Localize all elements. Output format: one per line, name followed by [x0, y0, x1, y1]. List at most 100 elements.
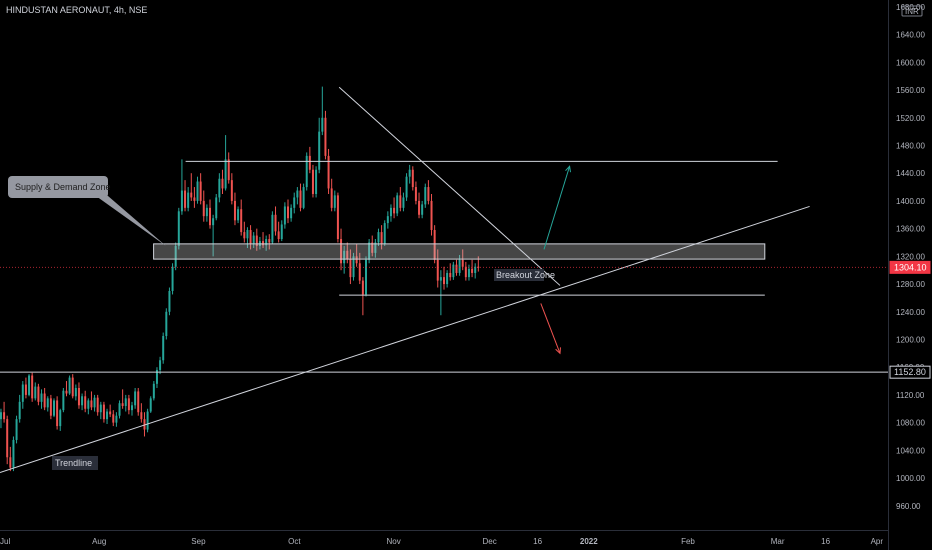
- candle-body: [149, 398, 152, 412]
- candle-body: [305, 155, 308, 188]
- price-tick-label: 1600.00: [896, 58, 925, 67]
- candle: [299, 183, 302, 212]
- candle-body: [277, 231, 280, 240]
- candle-body: [408, 169, 411, 177]
- candle: [112, 410, 115, 427]
- candle-body: [321, 117, 324, 132]
- candle-body: [118, 403, 121, 416]
- candle-body: [187, 192, 190, 208]
- candle-body: [3, 412, 6, 420]
- candle-body: [374, 242, 377, 253]
- candle: [230, 173, 233, 205]
- candle: [365, 256, 367, 297]
- candle-body: [380, 232, 383, 244]
- candle: [377, 228, 380, 246]
- currency-badge: INR: [901, 5, 923, 17]
- candle: [321, 86, 324, 136]
- candle-body: [21, 384, 24, 402]
- descending-line[interactable]: [338, 86, 561, 286]
- candle-body: [90, 400, 93, 408]
- candle-body: [131, 405, 133, 411]
- horizontal-level-tag-text: 1152.80: [894, 367, 926, 377]
- price-axis[interactable]: 1680.00 1640.00 1600.00 1560.00 1520.00 1480.…: [888, 0, 932, 550]
- candle-body: [127, 398, 130, 411]
- price-tick-label: 1560.00: [896, 86, 925, 95]
- supply-demand-zone[interactable]: [153, 243, 766, 260]
- breakout-down-arrow[interactable]: [540, 303, 561, 355]
- candle: [315, 166, 318, 198]
- candle: [311, 164, 314, 198]
- candle-body: [274, 214, 277, 232]
- candle-body: [193, 197, 196, 201]
- candle-body: [352, 256, 355, 278]
- time-tick-label: 16: [533, 537, 542, 546]
- candle-body: [358, 263, 361, 281]
- price-tick-label: 1080.00: [896, 419, 925, 428]
- candle-body: [318, 131, 321, 170]
- candle-body: [37, 386, 40, 402]
- candle: [6, 415, 9, 465]
- candle-body: [212, 218, 215, 226]
- candle: [115, 412, 118, 427]
- candle-body: [399, 195, 402, 208]
- candle: [343, 245, 346, 274]
- candle-body: [443, 277, 445, 285]
- candle-body: [340, 239, 343, 264]
- candle-body: [349, 259, 352, 278]
- candle-body: [24, 384, 27, 395]
- candle-body: [393, 207, 396, 214]
- candle: [149, 396, 152, 413]
- candle-body: [171, 266, 174, 291]
- candle: [196, 176, 199, 204]
- candle-body: [240, 209, 243, 233]
- drawings-layer: Supply & Demand Zone Trendline Breakout Zo…: [0, 86, 888, 473]
- supply-demand-label: Supply & Demand Zone: [15, 182, 111, 192]
- candle-body: [324, 117, 327, 156]
- candle-body: [290, 207, 293, 219]
- candle-body: [411, 169, 414, 188]
- candle-body: [396, 195, 399, 214]
- candle: [215, 193, 218, 221]
- candle: [458, 254, 461, 276]
- breakout-label-box[interactable]: Breakout Zone: [494, 269, 555, 281]
- currency-label: INR: [905, 7, 919, 16]
- candle-body: [433, 230, 436, 260]
- candle: [330, 178, 333, 212]
- candle: [81, 393, 84, 411]
- candle-body: [471, 268, 474, 273]
- candle: [121, 389, 124, 409]
- candle: [218, 173, 221, 203]
- time-tick-label: Aug: [92, 537, 106, 546]
- candle-body: [180, 190, 183, 212]
- candle-body: [227, 159, 230, 181]
- candle-body: [71, 377, 74, 397]
- candle: [464, 261, 467, 281]
- candle-body: [152, 383, 155, 399]
- candle: [3, 401, 6, 423]
- time-axis[interactable]: Jul Aug Sep Oct Nov Dec 16 2022 Feb Mar 16 Apr: [0, 530, 888, 547]
- time-tick-label: 2022: [580, 537, 598, 546]
- candle-body: [84, 396, 87, 409]
- current-price-tag-text: 1304.10: [894, 262, 927, 272]
- trendline-label-box[interactable]: Trendline: [52, 456, 98, 470]
- supply-demand-callout[interactable]: Supply & Demand Zone: [8, 176, 166, 246]
- candle-body: [389, 207, 392, 217]
- trendline[interactable]: [0, 205, 810, 473]
- candle-body: [224, 159, 227, 189]
- candle: [193, 187, 196, 208]
- candle: [180, 159, 183, 215]
- candle: [146, 408, 149, 433]
- candle-body: [252, 235, 255, 244]
- breakout-up-arrow[interactable]: [543, 165, 571, 250]
- candle-body: [6, 419, 9, 458]
- candle-body: [184, 190, 187, 208]
- candle: [99, 401, 102, 420]
- candle: [140, 403, 143, 423]
- candle-body: [190, 192, 193, 198]
- candle-body: [205, 207, 208, 217]
- price-tick-label: 1320.00: [896, 252, 925, 261]
- candle: [393, 197, 396, 219]
- candle-body: [343, 250, 346, 264]
- candle: [430, 193, 433, 236]
